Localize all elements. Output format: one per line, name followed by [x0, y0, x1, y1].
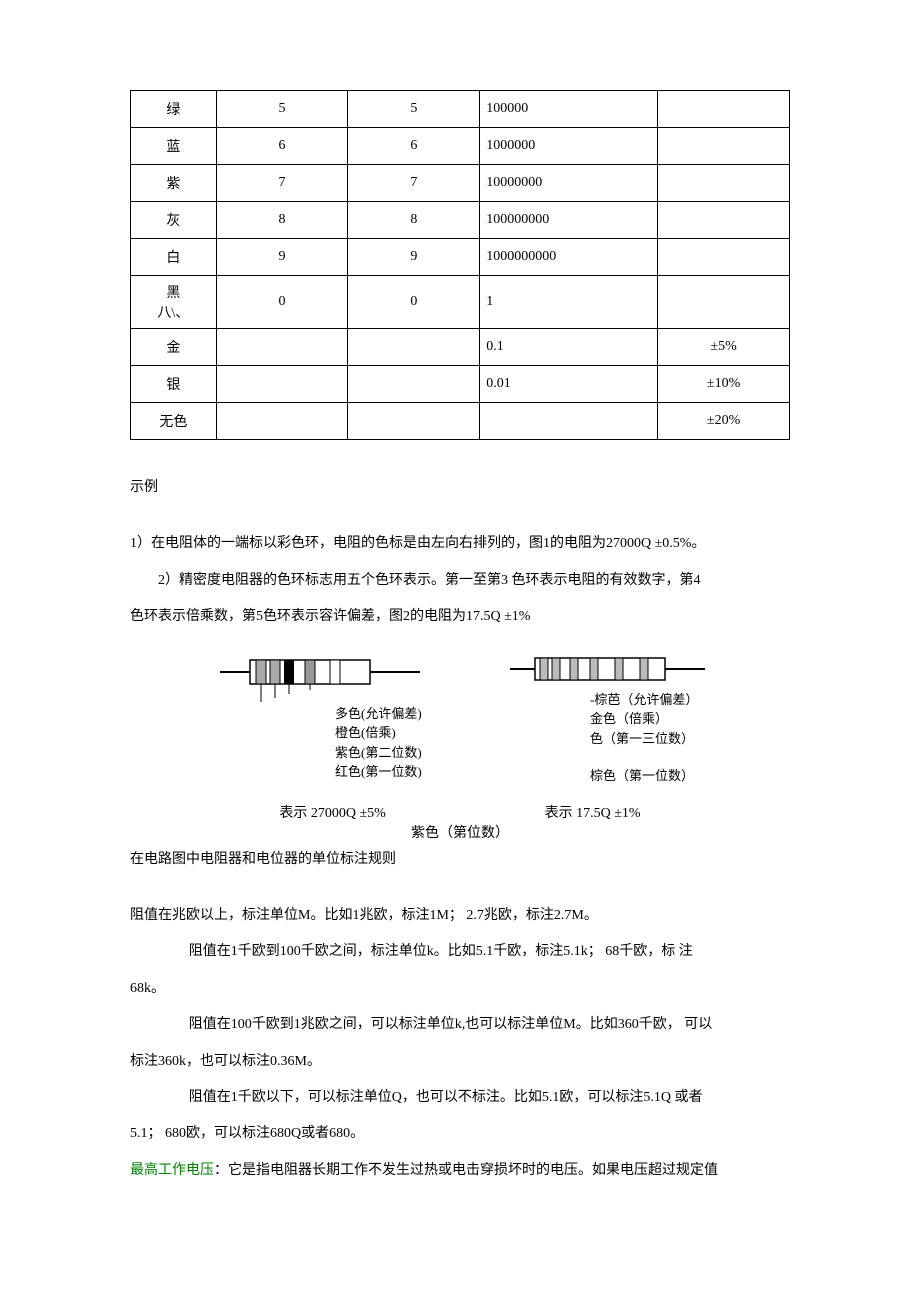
rules-p2b: 68k。	[130, 971, 790, 1007]
table-cell: 8	[216, 202, 348, 239]
rules-p4: 阻值在1千欧以下，可以标注单位Q，也可以不标注。比如5.1欧，可以标注5.1Q …	[130, 1080, 790, 1116]
resistor-color-table: 绿55100000蓝661000000紫7710000000灰881000000…	[130, 90, 790, 440]
legend-right-spacer	[590, 748, 730, 766]
legend-right-line: 色（第一三位数）	[590, 729, 730, 749]
table-cell	[658, 239, 790, 276]
resistor-svg-right	[510, 654, 710, 690]
table-cell: 绿	[131, 91, 217, 128]
legend-left-line: 红色(第一位数)	[335, 762, 500, 782]
table-cell: 黑 八\、	[131, 276, 217, 329]
table-row: 银 0.01±10%	[131, 366, 790, 403]
table-cell	[480, 403, 658, 440]
table-cell: 金	[131, 329, 217, 366]
legend-left-line: 多色(允许偏差)	[335, 704, 500, 724]
table-cell: 无色	[131, 403, 217, 440]
table-cell: 紫	[131, 165, 217, 202]
last-line: 最高工作电压：它是指电阻器长期工作不发生过热或电击穿损坏时的电压。如果电压超过规…	[130, 1153, 790, 1189]
legend-right: -棕芭（允许偏差） 金色（倍乘） 色（第一三位数） 棕色（第一位数）	[510, 690, 730, 786]
table-row: 蓝661000000	[131, 128, 790, 165]
table-cell	[658, 91, 790, 128]
caption-right: 表示 17.5Q ±1%	[545, 802, 641, 822]
table-cell: 5	[216, 91, 348, 128]
diagram-left: 多色(允许偏差) 橙色(倍乘) 紫色(第二位数) 红色(第一位数)	[220, 654, 500, 786]
last-line-green: 最高工作电压	[130, 1163, 214, 1178]
table-cell: 8	[348, 202, 480, 239]
legend-left-line: 橙色(倍乘)	[335, 723, 500, 743]
table-cell: 9	[216, 239, 348, 276]
table-cell: 0.01	[480, 366, 658, 403]
caption-left: 表示 27000Q ±5%	[279, 802, 385, 822]
legend-left-line: 紫色(第二位数)	[335, 743, 500, 763]
table-row: 绿55100000	[131, 91, 790, 128]
table-cell	[216, 329, 348, 366]
table-cell: 蓝	[131, 128, 217, 165]
table-cell: 灰	[131, 202, 217, 239]
rules-title: 在电路图中电阻器和电位器的单位标注规则	[130, 842, 790, 878]
last-line-rest: ：它是指电阻器长期工作不发生过热或电击穿损坏时的电压。如果电压超过规定值	[214, 1163, 718, 1178]
legend-right-line: 棕色（第一位数）	[590, 766, 730, 786]
table-cell	[348, 403, 480, 440]
table-cell	[658, 165, 790, 202]
example-p1: 1）在电阻体的一端标以彩色环，电阻的色标是由左向右排列的，图1的电阻为27000…	[130, 526, 790, 562]
table-cell: ±10%	[658, 366, 790, 403]
table-cell: 0	[216, 276, 348, 329]
table-cell	[348, 329, 480, 366]
table-row: 无色 ±20%	[131, 403, 790, 440]
table-cell: 10000000	[480, 165, 658, 202]
table-cell	[216, 403, 348, 440]
table-row: 紫7710000000	[131, 165, 790, 202]
table-cell: 100000	[480, 91, 658, 128]
caption-row: 表示 27000Q ±5% 表示 17.5Q ±1%	[130, 794, 790, 822]
example-heading: 示例	[130, 470, 790, 506]
table-cell: 7	[216, 165, 348, 202]
example-p3: 色环表示倍乘数，第5色环表示容许偏差，图2的电阻为17.5Q ±1%	[130, 599, 790, 635]
table-cell: 1000000	[480, 128, 658, 165]
table-row: 黑 八\、001	[131, 276, 790, 329]
diagram-right: -棕芭（允许偏差） 金色（倍乘） 色（第一三位数） 棕色（第一位数）	[510, 654, 730, 786]
document-page: 绿55100000蓝661000000紫7710000000灰881000000…	[0, 0, 920, 1249]
rules-p3: 阻值在100千欧到1兆欧之间，可以标注单位k,也可以标注单位M。比如360千欧，…	[130, 1007, 790, 1043]
table-row: 金 0.1±5%	[131, 329, 790, 366]
table-cell	[658, 202, 790, 239]
table-cell: ±5%	[658, 329, 790, 366]
table-cell: 9	[348, 239, 480, 276]
table-cell: 100000000	[480, 202, 658, 239]
middle-note: 紫色（第位数）	[130, 822, 790, 842]
rules-p3b: 标注360k，也可以标注0.36M。	[130, 1044, 790, 1080]
table-cell: 6	[216, 128, 348, 165]
legend-left: 多色(允许偏差) 橙色(倍乘) 紫色(第二位数) 红色(第一位数)	[220, 704, 500, 782]
table-cell: 白	[131, 239, 217, 276]
table-cell: 5	[348, 91, 480, 128]
table-cell: ±20%	[658, 403, 790, 440]
legend-right-line: 金色（倍乘）	[590, 709, 730, 729]
table-cell	[658, 276, 790, 329]
table-cell: 0.1	[480, 329, 658, 366]
table-cell: 0	[348, 276, 480, 329]
example-p2: 2）精密度电阻器的色环标志用五个色环表示。第一至第3 色环表示电阻的有效数字，第…	[130, 563, 790, 599]
rules-p1: 阻值在兆欧以上，标注单位M。比如1兆欧，标注1M； 2.7兆欧，标注2.7M。	[130, 898, 790, 934]
table-row: 白991000000000	[131, 239, 790, 276]
table-cell: 7	[348, 165, 480, 202]
table-cell	[658, 128, 790, 165]
rules-p4b: 5.1； 680欧，可以标注680Q或者680。	[130, 1116, 790, 1152]
table-cell: 1	[480, 276, 658, 329]
table-cell	[216, 366, 348, 403]
rules-p2: 阻值在1千欧到100千欧之间，标注单位k。比如5.1千欧，标注5.1k； 68千…	[130, 934, 790, 970]
table-row: 灰88100000000	[131, 202, 790, 239]
table-cell: 1000000000	[480, 239, 658, 276]
table-cell: 银	[131, 366, 217, 403]
table-cell: 6	[348, 128, 480, 165]
diagram-area: 多色(允许偏差) 橙色(倍乘) 紫色(第二位数) 红色(第一位数) -棕芭（允许…	[130, 654, 790, 786]
table-cell	[348, 366, 480, 403]
legend-right-line: -棕芭（允许偏差）	[590, 690, 730, 710]
resistor-svg-left	[220, 654, 440, 704]
